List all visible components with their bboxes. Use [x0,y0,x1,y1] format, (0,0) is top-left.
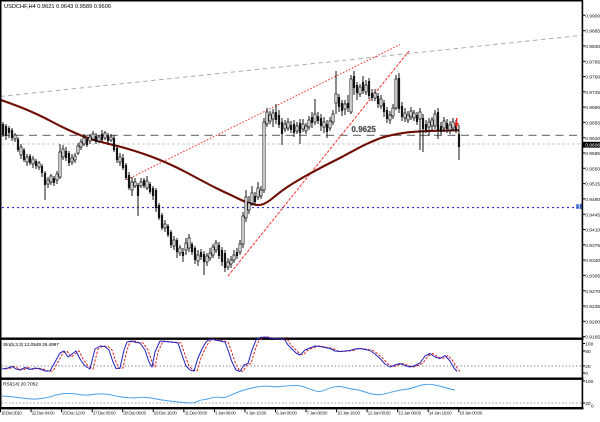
svg-text:31 Dec 00:00: 31 Dec 00:00 [184,410,207,415]
svg-text:0.9200: 0.9200 [585,319,600,325]
svg-text:0.9830: 0.9830 [585,44,600,50]
svg-text:100: 100 [585,379,593,385]
svg-text:0.9375: 0.9375 [585,243,600,249]
svg-text:12 Jan 00:00: 12 Jan 00:00 [368,410,391,415]
svg-text:20: 20 [585,364,591,370]
svg-text:0.9725: 0.9725 [585,90,600,96]
svg-text:0.9585: 0.9585 [585,151,600,157]
svg-text:0.9900: 0.9900 [585,13,600,19]
svg-text:0.9690: 0.9690 [585,105,600,111]
svg-text:Sto(5,3,3) 12.0549 26.4997: Sto(5,3,3) 12.0549 26.4997 [3,342,59,348]
svg-text:7 Jan 08:00: 7 Jan 08:00 [307,410,328,415]
svg-text:0.9235: 0.9235 [585,304,600,310]
svg-text:10 Jan 16:00: 10 Jan 16:00 [337,410,360,415]
svg-text:USDCHF,H4 0.9621 0.9643 0.9589: USDCHF,H4 0.9621 0.9643 0.9589 0.9606 [4,4,111,10]
svg-text:14 Jan 16:00: 14 Jan 16:00 [429,410,452,415]
svg-text:4 Jan 16:00: 4 Jan 16:00 [245,410,266,415]
svg-text:0.9655: 0.9655 [585,121,600,127]
svg-text:0: 0 [585,371,588,377]
svg-text:RSI(14) 20.7052: RSI(14) 20.7052 [3,382,38,388]
svg-text:0.9445: 0.9445 [585,212,600,218]
svg-text:0.9165: 0.9165 [585,335,600,341]
svg-text:0.9606: 0.9606 [585,143,600,149]
svg-text:0.9760: 0.9760 [585,75,600,81]
svg-text:29 Dec 16:00: 29 Dec 16:00 [154,410,177,415]
svg-text:13 Jan 08:00: 13 Jan 08:00 [398,410,421,415]
svg-text:20: 20 [585,401,591,407]
svg-text:22 Dec 04:00: 22 Dec 04:00 [32,410,55,415]
svg-text:0.9270: 0.9270 [585,289,600,295]
svg-text:0.9340: 0.9340 [585,258,600,264]
svg-text:6 Jan 00:00: 6 Jan 00:00 [276,410,297,415]
svg-text:0.9625: 0.9625 [352,125,377,134]
svg-text:100: 100 [585,342,593,348]
svg-text:19 Dec 2010: 19 Dec 2010 [1,410,22,415]
svg-text:0.9410: 0.9410 [585,228,600,234]
svg-text:0.9795: 0.9795 [585,59,600,65]
svg-text:0.9865: 0.9865 [585,29,600,35]
svg-text:80: 80 [585,349,591,355]
svg-text:0: 0 [591,403,594,409]
svg-text:0.9480: 0.9480 [585,197,600,203]
svg-text:0.9620: 0.9620 [585,136,600,142]
svg-text:27 Dec 00:00: 27 Dec 00:00 [93,410,116,415]
svg-text:28 Dec 08:00: 28 Dec 08:00 [123,410,146,415]
svg-text:18 Jan 00:00: 18 Jan 00:00 [459,410,482,415]
svg-text:0.9305: 0.9305 [585,274,600,280]
svg-text:3 Jan 08:00: 3 Jan 08:00 [215,410,236,415]
svg-text:23 Dec 12:00: 23 Dec 12:00 [62,410,85,415]
svg-text:0.9515: 0.9515 [585,182,600,188]
svg-text:0.9550: 0.9550 [585,166,600,172]
